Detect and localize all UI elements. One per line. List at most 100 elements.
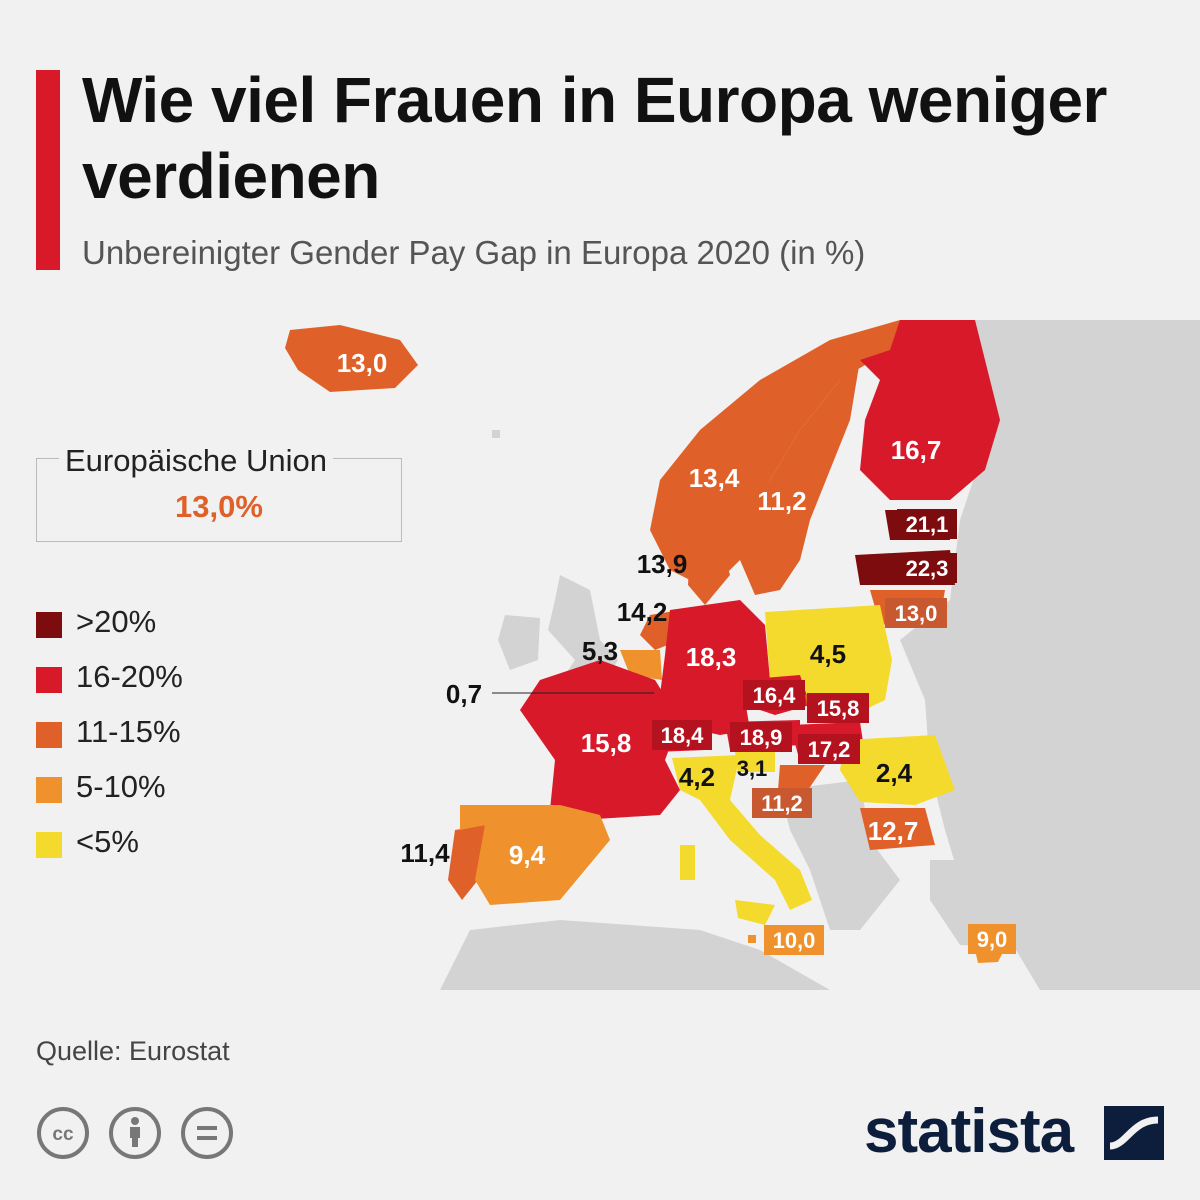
legend-swatch: [36, 667, 62, 693]
country-italy: [672, 755, 812, 910]
svg-text:cc: cc: [52, 1124, 74, 1145]
value-badge-switzerland: [652, 720, 712, 750]
country-spain: [460, 805, 610, 905]
legend-label: <5%: [76, 824, 139, 859]
value-label-lithuania: 13,0: [895, 601, 938, 626]
label-portugal: 11,4: [400, 838, 450, 868]
statista-logo-icon: [1104, 1106, 1164, 1160]
legend-label: >20%: [76, 604, 157, 639]
label-austria: 18,9: [730, 722, 792, 752]
land-russia: [900, 320, 1200, 990]
label-france: 15,8: [581, 728, 632, 758]
label-croatia: 11,2: [752, 788, 812, 818]
value-label-malta: 10,0: [773, 928, 816, 953]
label-switzerland: 18,4: [652, 720, 712, 750]
label-malta: 10,0: [764, 925, 824, 955]
value-badge-lithuania: [885, 598, 947, 628]
statista-logo-text[interactable]: statista: [864, 1097, 1074, 1166]
value-label-iceland: 13,0: [337, 348, 388, 378]
value-label-germany: 18,3: [686, 642, 737, 672]
label-sweden: 11,2: [757, 486, 806, 516]
country-norway: [650, 320, 975, 590]
label-luxembourg: 0,7: [446, 679, 482, 709]
cc-icon[interactable]: cc: [36, 1106, 90, 1160]
country-slovenia: [735, 752, 775, 772]
value-label-austria: 18,9: [740, 725, 783, 750]
label-island: 13,0: [337, 348, 388, 378]
country-sardinia: [680, 845, 695, 880]
legend-label: 5-10%: [76, 769, 166, 804]
label-spain: 9,4: [509, 840, 546, 870]
legend-label: 16-20%: [76, 659, 183, 694]
legend-swatch: [36, 722, 62, 748]
eu-summary-value: 13,0%: [175, 489, 263, 524]
attribution-icon[interactable]: [108, 1106, 162, 1160]
label-czechia: 16,4: [743, 680, 805, 710]
label-romania: 2,4: [876, 758, 913, 788]
value-label-belgium: 5,3: [582, 636, 618, 666]
value-label-hungary: 17,2: [808, 737, 851, 762]
label-cyprus: 9,0: [968, 924, 1016, 954]
country-malta: [748, 935, 756, 943]
label-belgium: 5,3: [582, 636, 618, 666]
value-badge-estonia: [897, 509, 957, 539]
country-iceland: [285, 325, 418, 392]
land-north-africa: [440, 920, 830, 990]
value-label-poland: 4,5: [810, 639, 846, 669]
chart-title: Wie viel Frauen in Europa weniger verdie…: [82, 64, 1107, 212]
value-badge-croatia: [752, 788, 812, 818]
value-badge-czechia: [743, 680, 805, 710]
value-label-switzerland: 18,4: [661, 723, 705, 748]
value-badge-austria: [730, 722, 792, 752]
value-label-croatia: 11,2: [761, 791, 803, 816]
label-slovakia: 15,8: [807, 693, 869, 723]
eu-summary-label: Europäische Union: [59, 443, 333, 479]
country-bulgaria: [860, 808, 935, 850]
title-accent-bar: [36, 70, 60, 270]
land-greenland-islands: [492, 430, 500, 438]
value-label-latvia: 22,3: [906, 556, 949, 581]
value-label-czechia: 16,4: [753, 683, 797, 708]
no-derivatives-icon[interactable]: [180, 1106, 234, 1160]
value-label-spain: 9,4: [509, 840, 546, 870]
label-germany: 18,3: [686, 642, 737, 672]
country-finland: [860, 320, 1000, 500]
legend-swatch: [36, 777, 62, 803]
label-lithuania: 13,0: [885, 598, 947, 628]
country-france: [520, 660, 680, 820]
country-denmark: [688, 540, 730, 605]
country-germany: [660, 600, 770, 735]
source-note: Quelle: Eurostat: [36, 1036, 230, 1066]
label-netherlands: 14,2: [617, 597, 668, 627]
eu-summary-box: Europäische Union 13,0%: [36, 443, 402, 542]
label-slovenia: 3,1: [737, 756, 768, 781]
value-label-slovakia: 15,8: [817, 696, 860, 721]
value-label-netherlands: 14,2: [617, 597, 668, 627]
chart-subtitle: Unbereinigter Gender Pay Gap in Europa 2…: [82, 234, 866, 271]
land-ireland: [498, 615, 540, 670]
label-estonia: 21,1: [897, 509, 957, 539]
value-label-portugal: 11,4: [400, 838, 450, 868]
value-badge-cyprus: [968, 924, 1016, 954]
legend-swatch: [36, 832, 62, 858]
value-label-romania: 2,4: [876, 758, 913, 788]
value-label-denmark: 13,9: [637, 549, 688, 579]
value-badge-slovakia: [807, 693, 869, 723]
value-badge-latvia: [897, 553, 957, 583]
legend-swatch: [36, 612, 62, 638]
value-label-luxembourg: 0,7: [446, 679, 482, 709]
value-badge-malta: [764, 925, 824, 955]
label-latvia: 22,3: [897, 553, 957, 583]
label-italy: 4,2: [679, 762, 715, 792]
value-badge-hungary: [798, 734, 860, 764]
label-bulgaria: 12,7: [868, 816, 919, 846]
country-sweden: [740, 360, 860, 595]
value-label-italy: 4,2: [679, 762, 715, 792]
label-norway: 13,4: [689, 463, 740, 493]
value-label-cyprus: 9,0: [977, 927, 1008, 952]
value-label-norway: 13,4: [689, 463, 740, 493]
country-sicily: [735, 900, 775, 925]
label-poland: 4,5: [810, 639, 846, 669]
value-label-bulgaria: 12,7: [868, 816, 919, 846]
value-label-estonia: 21,1: [906, 512, 949, 537]
